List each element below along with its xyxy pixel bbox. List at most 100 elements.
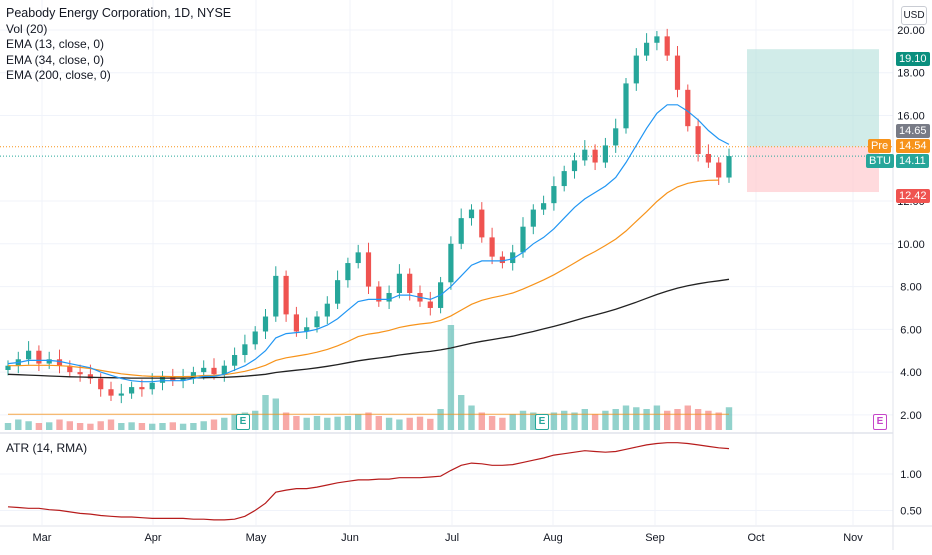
volume-bar	[653, 405, 661, 430]
currency-button[interactable]: USD	[901, 6, 927, 25]
legend: Peabody Energy Corporation, 1D, NYSE Vol…	[6, 6, 231, 84]
position-target-zone	[747, 49, 879, 147]
candle-body	[530, 209, 536, 227]
candle-body	[726, 156, 732, 178]
candle-body	[108, 389, 114, 396]
candle-body	[396, 273, 402, 293]
volume-bar	[622, 405, 630, 430]
earnings-marker-upcoming[interactable]: E	[873, 414, 887, 430]
ema200-line	[7, 278, 730, 379]
volume-bar	[488, 416, 496, 430]
candle-body	[26, 350, 32, 360]
candle-body	[314, 316, 320, 328]
volume-bar	[231, 414, 238, 430]
volume-bar	[550, 412, 558, 430]
volume-bar	[715, 412, 722, 430]
price-tick-label: 4.00	[900, 367, 921, 379]
candle-body	[335, 280, 341, 304]
candle-body	[541, 203, 547, 210]
earnings-marker[interactable]: E	[236, 414, 250, 430]
volume-bar	[344, 416, 352, 430]
volume-bar	[4, 423, 12, 430]
candle-body	[510, 252, 516, 264]
candle-body	[602, 145, 608, 163]
volume-bar	[56, 419, 63, 430]
candle-body	[232, 355, 238, 366]
candle-body	[479, 209, 485, 238]
volume-bar	[447, 325, 455, 430]
price-tick-label: 2.00	[900, 410, 921, 422]
time-tick-label: Mar	[33, 532, 52, 544]
volume-bar	[107, 419, 115, 430]
candle-body	[242, 344, 248, 356]
candle-body	[190, 372, 196, 379]
candle-body	[376, 286, 382, 302]
volume-bar	[633, 407, 640, 430]
candle-body	[695, 126, 701, 154]
volume-bar	[355, 414, 362, 430]
volume-bar	[118, 423, 125, 430]
earnings-marker[interactable]: E	[535, 414, 549, 430]
volume-bar	[25, 421, 32, 430]
symbol-title[interactable]: Peabody Energy Corporation, 1D, NYSE	[6, 6, 232, 20]
indicator-ema200[interactable]: EMA (200, close, 0)	[6, 68, 111, 82]
volume-bar	[303, 417, 310, 430]
target-price-tag: 19.10	[896, 52, 930, 66]
candle-body	[365, 252, 372, 287]
volume-bar	[684, 405, 691, 430]
volume-bar	[97, 421, 104, 430]
candle-body	[221, 365, 227, 375]
candle-body	[262, 316, 269, 332]
candle-body	[705, 153, 711, 163]
candle-body	[139, 387, 145, 390]
candle-body	[468, 209, 475, 219]
atr-indicator-label[interactable]: ATR (14, RMA)	[6, 441, 88, 455]
candle-body	[118, 393, 124, 396]
candle-body	[716, 162, 722, 178]
indicator-ema34[interactable]: EMA (34, close, 0)	[6, 52, 105, 67]
volume-bar	[375, 416, 382, 430]
candle-body	[582, 149, 588, 161]
volume-bar	[416, 416, 424, 430]
volume-bar	[643, 409, 650, 430]
ema13-line	[7, 104, 730, 383]
indicator-ema13[interactable]: EMA (13, close, 0)	[6, 37, 105, 51]
volume-bar	[499, 417, 506, 430]
candle-body	[77, 372, 83, 375]
price-tick-label: 20.00	[897, 25, 925, 37]
candle-body	[98, 378, 104, 390]
volume-bar	[87, 423, 94, 430]
volume-bar	[128, 422, 135, 430]
volume-bar	[76, 423, 84, 430]
candle-body	[458, 218, 464, 244]
candle-body	[571, 160, 578, 172]
time-tick-label: Sep	[645, 532, 665, 544]
volume-bar	[200, 421, 207, 430]
volume-bar	[591, 414, 599, 430]
time-tick-label: May	[246, 532, 267, 544]
volume-bar	[324, 417, 331, 430]
volume-bar	[169, 422, 176, 430]
atr-line	[7, 442, 730, 521]
price-tick-label: 8.00	[900, 282, 921, 294]
time-tick-label: Aug	[543, 532, 563, 544]
candle-body	[87, 374, 93, 379]
candle-body	[633, 55, 639, 84]
candle-body	[427, 301, 433, 308]
volume-bar	[190, 423, 197, 430]
candle-body	[623, 83, 629, 129]
volume-bar	[694, 409, 702, 430]
time-tick-label: Oct	[747, 532, 764, 544]
indicator-volume[interactable]: Vol (20)	[6, 21, 48, 36]
candle-body	[407, 273, 413, 293]
volume-bar	[581, 409, 588, 430]
volume-bar	[437, 409, 444, 430]
volume-bar	[313, 416, 321, 430]
candle-body	[551, 186, 557, 204]
volume-bar	[252, 410, 259, 430]
volume-bar	[406, 417, 413, 430]
volume-bar	[427, 418, 434, 430]
candle-body	[561, 171, 567, 187]
